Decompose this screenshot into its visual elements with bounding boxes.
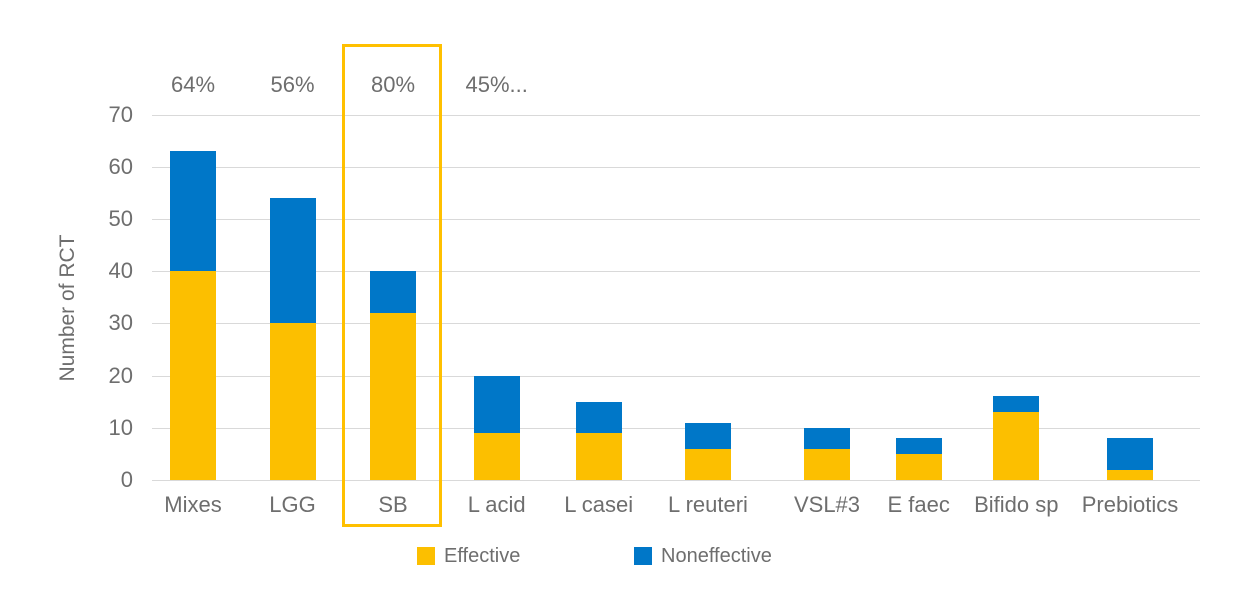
y-tick-label-0: 0: [120, 467, 133, 492]
bar-noneffective-sb: [370, 271, 416, 313]
legend-label-effective: Effective: [444, 544, 521, 567]
gridline-40: [152, 271, 1200, 272]
bar-effective-mixes: [170, 271, 216, 480]
bar-noneffective-lgg: [269, 198, 316, 324]
legend-item-noneffective: Noneffective: [634, 545, 772, 567]
bar-effective-l-acid: [473, 433, 520, 480]
category-label-l-reuteri: L reuteri: [668, 492, 748, 517]
category-label-vsl-3: VSL#3: [793, 492, 861, 517]
bar-noneffective-bifido-sp: [993, 396, 1040, 413]
gridline-20: [152, 376, 1200, 377]
bar-effective-l-reuteri: [685, 448, 731, 480]
legend-swatch-noneffective: [634, 547, 652, 565]
category-label-l-casei: L casei: [564, 492, 634, 517]
percent-label-mixes: 64%: [170, 72, 216, 97]
bar-effective-bifido-sp: [993, 412, 1040, 480]
percent-label-lgg: 56%: [270, 72, 315, 97]
bar-effective-vsl-3: [804, 448, 850, 480]
y-tick-label-50: 50: [108, 206, 133, 231]
category-label-bifido-sp: Bifido sp: [974, 492, 1059, 517]
gridline-50: [152, 219, 1200, 220]
category-label-prebiotics: Prebiotics: [1081, 492, 1179, 517]
category-label-l-acid: L acid: [467, 492, 526, 517]
bar-effective-l-casei: [575, 433, 622, 480]
y-tick-label-60: 60: [108, 154, 133, 179]
y-tick-label-20: 20: [108, 363, 133, 388]
y-tick-label-70: 70: [108, 102, 133, 127]
y-tick-label-30: 30: [108, 310, 133, 335]
bar-noneffective-e-faec: [895, 438, 942, 454]
bar-effective-sb: [370, 312, 416, 480]
category-label-e-faec: E faec: [887, 492, 950, 517]
bar-effective-prebiotics: [1107, 469, 1153, 480]
bar-noneffective-l-casei: [575, 401, 622, 433]
bar-noneffective-l-reuteri: [685, 422, 731, 449]
gridline-0: [152, 480, 1200, 481]
legend-item-effective: Effective: [417, 545, 520, 567]
legend-swatch-effective: [417, 547, 435, 565]
gridline-60: [152, 167, 1200, 168]
bar-noneffective-prebiotics: [1107, 438, 1153, 470]
bar-effective-e-faec: [895, 453, 942, 480]
y-tick-label-40: 40: [108, 258, 133, 283]
bar-noneffective-vsl-3: [804, 427, 850, 449]
gridline-30: [152, 323, 1200, 324]
highlight-box-sb: [342, 44, 442, 527]
gridline-70: [152, 115, 1200, 116]
category-label-lgg: LGG: [269, 492, 316, 517]
legend-label-noneffective: Noneffective: [661, 544, 772, 567]
bar-effective-lgg: [269, 323, 316, 480]
category-label-mixes: Mixes: [164, 492, 222, 517]
gridline-10: [152, 428, 1200, 429]
y-tick-label-10: 10: [108, 415, 133, 440]
category-label-sb: SB: [378, 492, 408, 517]
bar-noneffective-mixes: [170, 151, 216, 272]
percent-label-l-acid: 45%...: [465, 72, 528, 97]
percent-label-sb: 80%: [370, 72, 416, 97]
bar-noneffective-l-acid: [473, 375, 520, 433]
